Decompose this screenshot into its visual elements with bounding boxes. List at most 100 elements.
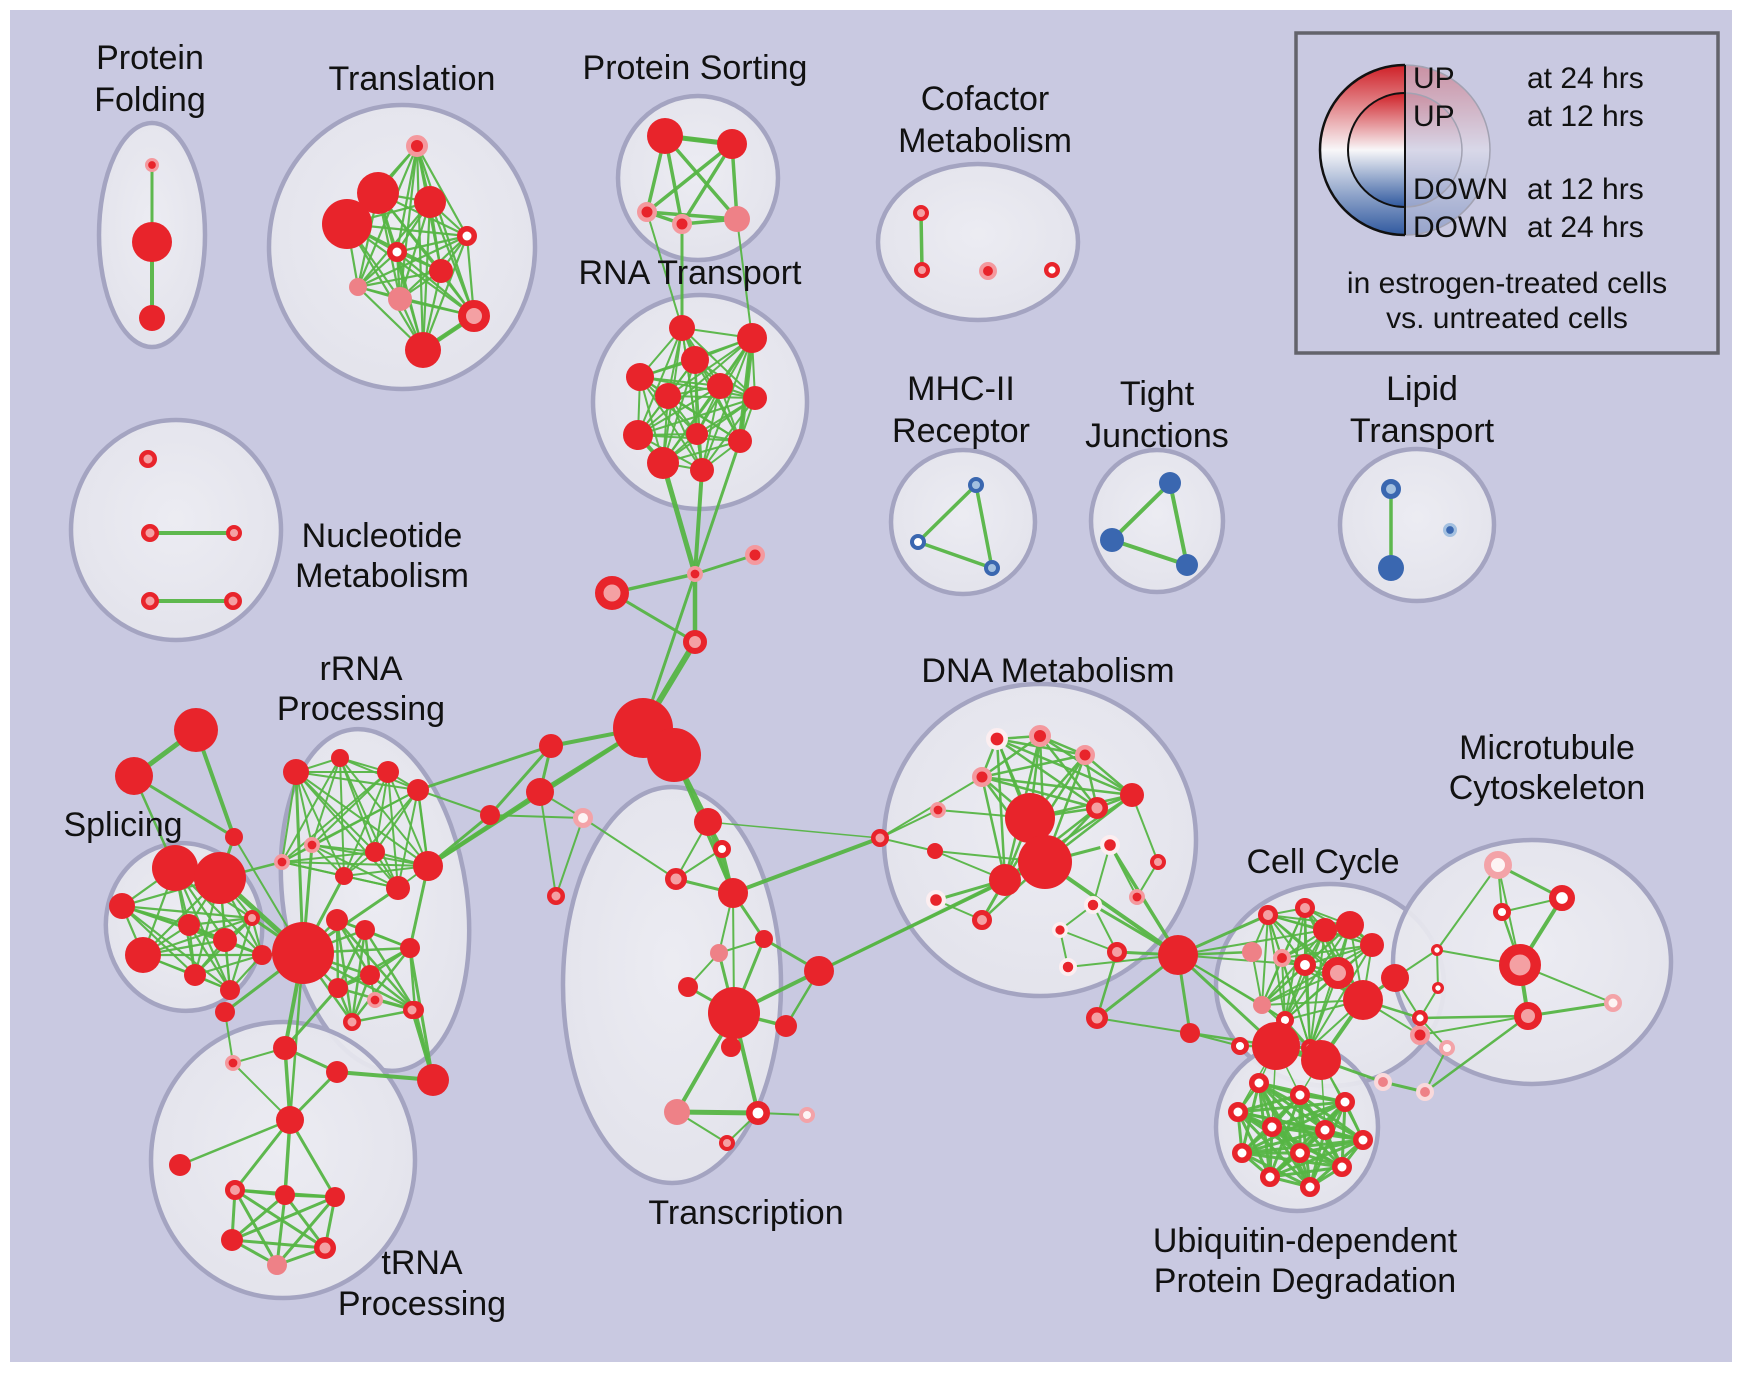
gene-node-ps2 xyxy=(717,129,747,159)
interaction-edge xyxy=(233,1118,292,1192)
interaction-edge xyxy=(693,468,704,576)
gene-node-cc11 xyxy=(1381,964,1409,992)
cluster-label-line: Transcription xyxy=(648,1194,843,1232)
interaction-edge xyxy=(1236,1100,1347,1114)
gene-node-sp10 xyxy=(252,945,272,965)
gene-node-u3 xyxy=(1335,1092,1355,1112)
interaction-edge xyxy=(646,211,683,329)
legend-time-label: at 12 hrs xyxy=(1527,100,1644,133)
cluster-ellipse-nucleotide-metabolism xyxy=(68,417,284,643)
interaction-edge xyxy=(395,234,469,254)
gene-node-dn14 xyxy=(925,889,946,910)
interaction-edge xyxy=(230,1195,337,1242)
gene-node-mt5 xyxy=(1514,1002,1542,1030)
gene-node-tr7 xyxy=(678,977,698,997)
labels-layer: Protein Folding Translation Protein Sorting… xyxy=(63,39,1645,1323)
gene-node-rr1 xyxy=(283,759,309,785)
cluster-label-protein-folding: Protein Folding xyxy=(94,39,206,119)
gene-node-tl3 xyxy=(414,186,446,218)
gene-node-mt4 xyxy=(1499,944,1541,986)
interaction-edge xyxy=(1281,944,1373,959)
gene-node-dn8 xyxy=(1005,793,1055,843)
gene-node-cc17 xyxy=(1301,1040,1341,1080)
gene-node-tr12 xyxy=(664,1099,690,1125)
gene-node-hb5 xyxy=(573,808,593,828)
interaction-edge xyxy=(1418,1014,1530,1020)
gene-node-rt4 xyxy=(681,346,709,374)
gene-node-ch1 xyxy=(686,565,703,582)
interaction-edge xyxy=(663,134,739,221)
cluster-label-line: Microtubule xyxy=(1459,729,1635,767)
interaction-edge xyxy=(275,1195,337,1267)
interaction-edge xyxy=(1268,1165,1344,1179)
interaction-edge xyxy=(1281,957,1286,1021)
gene-node-tg1 xyxy=(174,708,218,752)
interaction-edge xyxy=(339,757,399,889)
gene-node-mt7 xyxy=(1431,944,1444,957)
interaction-edge xyxy=(1304,964,1311,1049)
cluster-label-splicing: Splicing xyxy=(63,806,182,844)
gene-node-tg2 xyxy=(115,757,153,795)
interaction-edge xyxy=(281,771,297,863)
cluster-ellipse-lipid-transport xyxy=(1337,446,1497,604)
gene-node-tn7 xyxy=(314,1237,336,1259)
cluster-label-mhc-ii-receptor: MHC-II Receptor xyxy=(892,370,1030,450)
gene-node-u6 xyxy=(1315,1120,1335,1140)
interaction-edge xyxy=(539,791,557,897)
gene-node-tl4 xyxy=(322,199,372,249)
gene-node-hb4 xyxy=(526,778,554,806)
cluster-label-rrna-processing: rRNA Processing xyxy=(277,650,445,728)
gene-node-mt9 xyxy=(1411,1010,1428,1027)
gene-node-ch3 xyxy=(595,576,629,610)
gene-node-cc2 xyxy=(1295,898,1315,918)
gene-node-tl9 xyxy=(388,287,412,311)
gene-node-pp1 xyxy=(1374,1073,1393,1092)
interaction-edge xyxy=(336,928,367,990)
interaction-edge xyxy=(701,397,756,471)
interaction-edge xyxy=(919,211,924,272)
legend-direction-label: UP xyxy=(1413,100,1455,133)
gene-node-sp8 xyxy=(220,980,240,1000)
gene-node-rr5 xyxy=(303,836,320,853)
gene-node-dn15 xyxy=(972,910,992,930)
cluster-label-microtubule-cytoskeleton: Microtubule Cytoskeleton xyxy=(1449,729,1646,807)
interaction-edge xyxy=(916,483,978,544)
legend-inner-circle-faded xyxy=(1405,92,1463,208)
interaction-edge xyxy=(120,904,197,977)
gene-node-dn13 xyxy=(1099,834,1120,855)
interaction-edge xyxy=(1168,481,1189,567)
gene-node-tn8 xyxy=(267,1255,287,1275)
cluster-label-line: Ubiquitin-dependent xyxy=(1153,1222,1458,1260)
interaction-edge xyxy=(693,553,757,576)
interaction-edge xyxy=(488,744,553,817)
gene-node-tl6 xyxy=(387,242,407,262)
gene-node-cc7 xyxy=(1273,949,1292,968)
gene-node-rr9 xyxy=(386,876,410,900)
interaction-edge xyxy=(916,540,994,570)
gene-node-tl11 xyxy=(405,332,441,368)
gene-node-cf3 xyxy=(979,261,998,280)
interaction-edge xyxy=(681,327,756,399)
interaction-edge xyxy=(283,1193,327,1250)
gene-node-tr1 xyxy=(694,808,722,836)
gene-node-xx5 xyxy=(417,1064,449,1096)
interaction-edge xyxy=(737,335,755,444)
gene-node-xx3 xyxy=(225,1055,242,1072)
interaction-edge xyxy=(1419,1015,1529,1036)
gene-node-ch2 xyxy=(745,545,765,565)
gene-node-dn2 xyxy=(1028,724,1051,747)
gene-node-rr10 xyxy=(413,851,443,881)
gene-node-mh1 xyxy=(968,477,984,493)
interaction-edge xyxy=(1261,914,1269,1006)
gene-node-tr11 xyxy=(721,1037,741,1057)
gene-node-rt5 xyxy=(707,373,733,399)
gene-node-dn9 xyxy=(1018,835,1072,889)
interaction-edge xyxy=(387,771,429,867)
gene-node-mt3 xyxy=(1492,902,1511,921)
interaction-edge xyxy=(295,771,376,853)
cluster-label-tight-junctions: Tight Junctions xyxy=(1085,375,1229,455)
gene-node-mh2 xyxy=(910,534,926,550)
cluster-label-line: Metabolism xyxy=(898,122,1072,160)
interaction-edge xyxy=(132,774,236,839)
